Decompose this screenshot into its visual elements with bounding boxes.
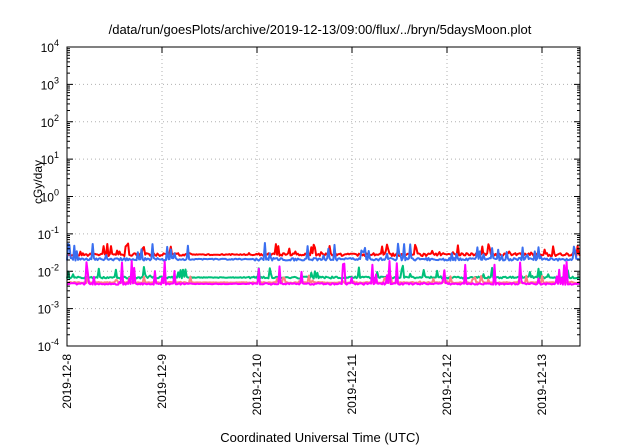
x-tick-label: 2019-12-11 xyxy=(345,354,359,415)
y-tick-label: 10-2 xyxy=(38,262,59,279)
x-tick-label: 2019-12-9 xyxy=(155,354,169,409)
x-axis-label: Coordinated Universal Time (UTC) xyxy=(220,430,420,445)
y-tick-label: 10-3 xyxy=(38,300,59,317)
series-line xyxy=(66,274,581,284)
x-tick-label: 2019-12-12 xyxy=(440,354,454,416)
y-tick-label: 104 xyxy=(41,38,59,55)
y-tick-label: 10-4 xyxy=(38,337,59,354)
y-tick-label: 101 xyxy=(41,150,59,167)
series-line xyxy=(66,242,581,258)
y-tick-label: 103 xyxy=(41,75,59,92)
x-tick-label: 2019-12-13 xyxy=(535,354,549,416)
y-tick-label: 10-1 xyxy=(38,225,59,242)
plot-frame xyxy=(66,46,581,347)
x-tick-label: 2019-12-10 xyxy=(250,354,264,416)
chart-title: /data/run/goesPlots/archive/2019-12-13/0… xyxy=(108,22,532,37)
x-tick-label: 2019-12-8 xyxy=(60,354,74,409)
series-line xyxy=(66,260,581,286)
y-tick-label: 102 xyxy=(41,113,59,130)
series-line xyxy=(66,242,581,262)
y-tick-label: 100 xyxy=(41,188,59,205)
